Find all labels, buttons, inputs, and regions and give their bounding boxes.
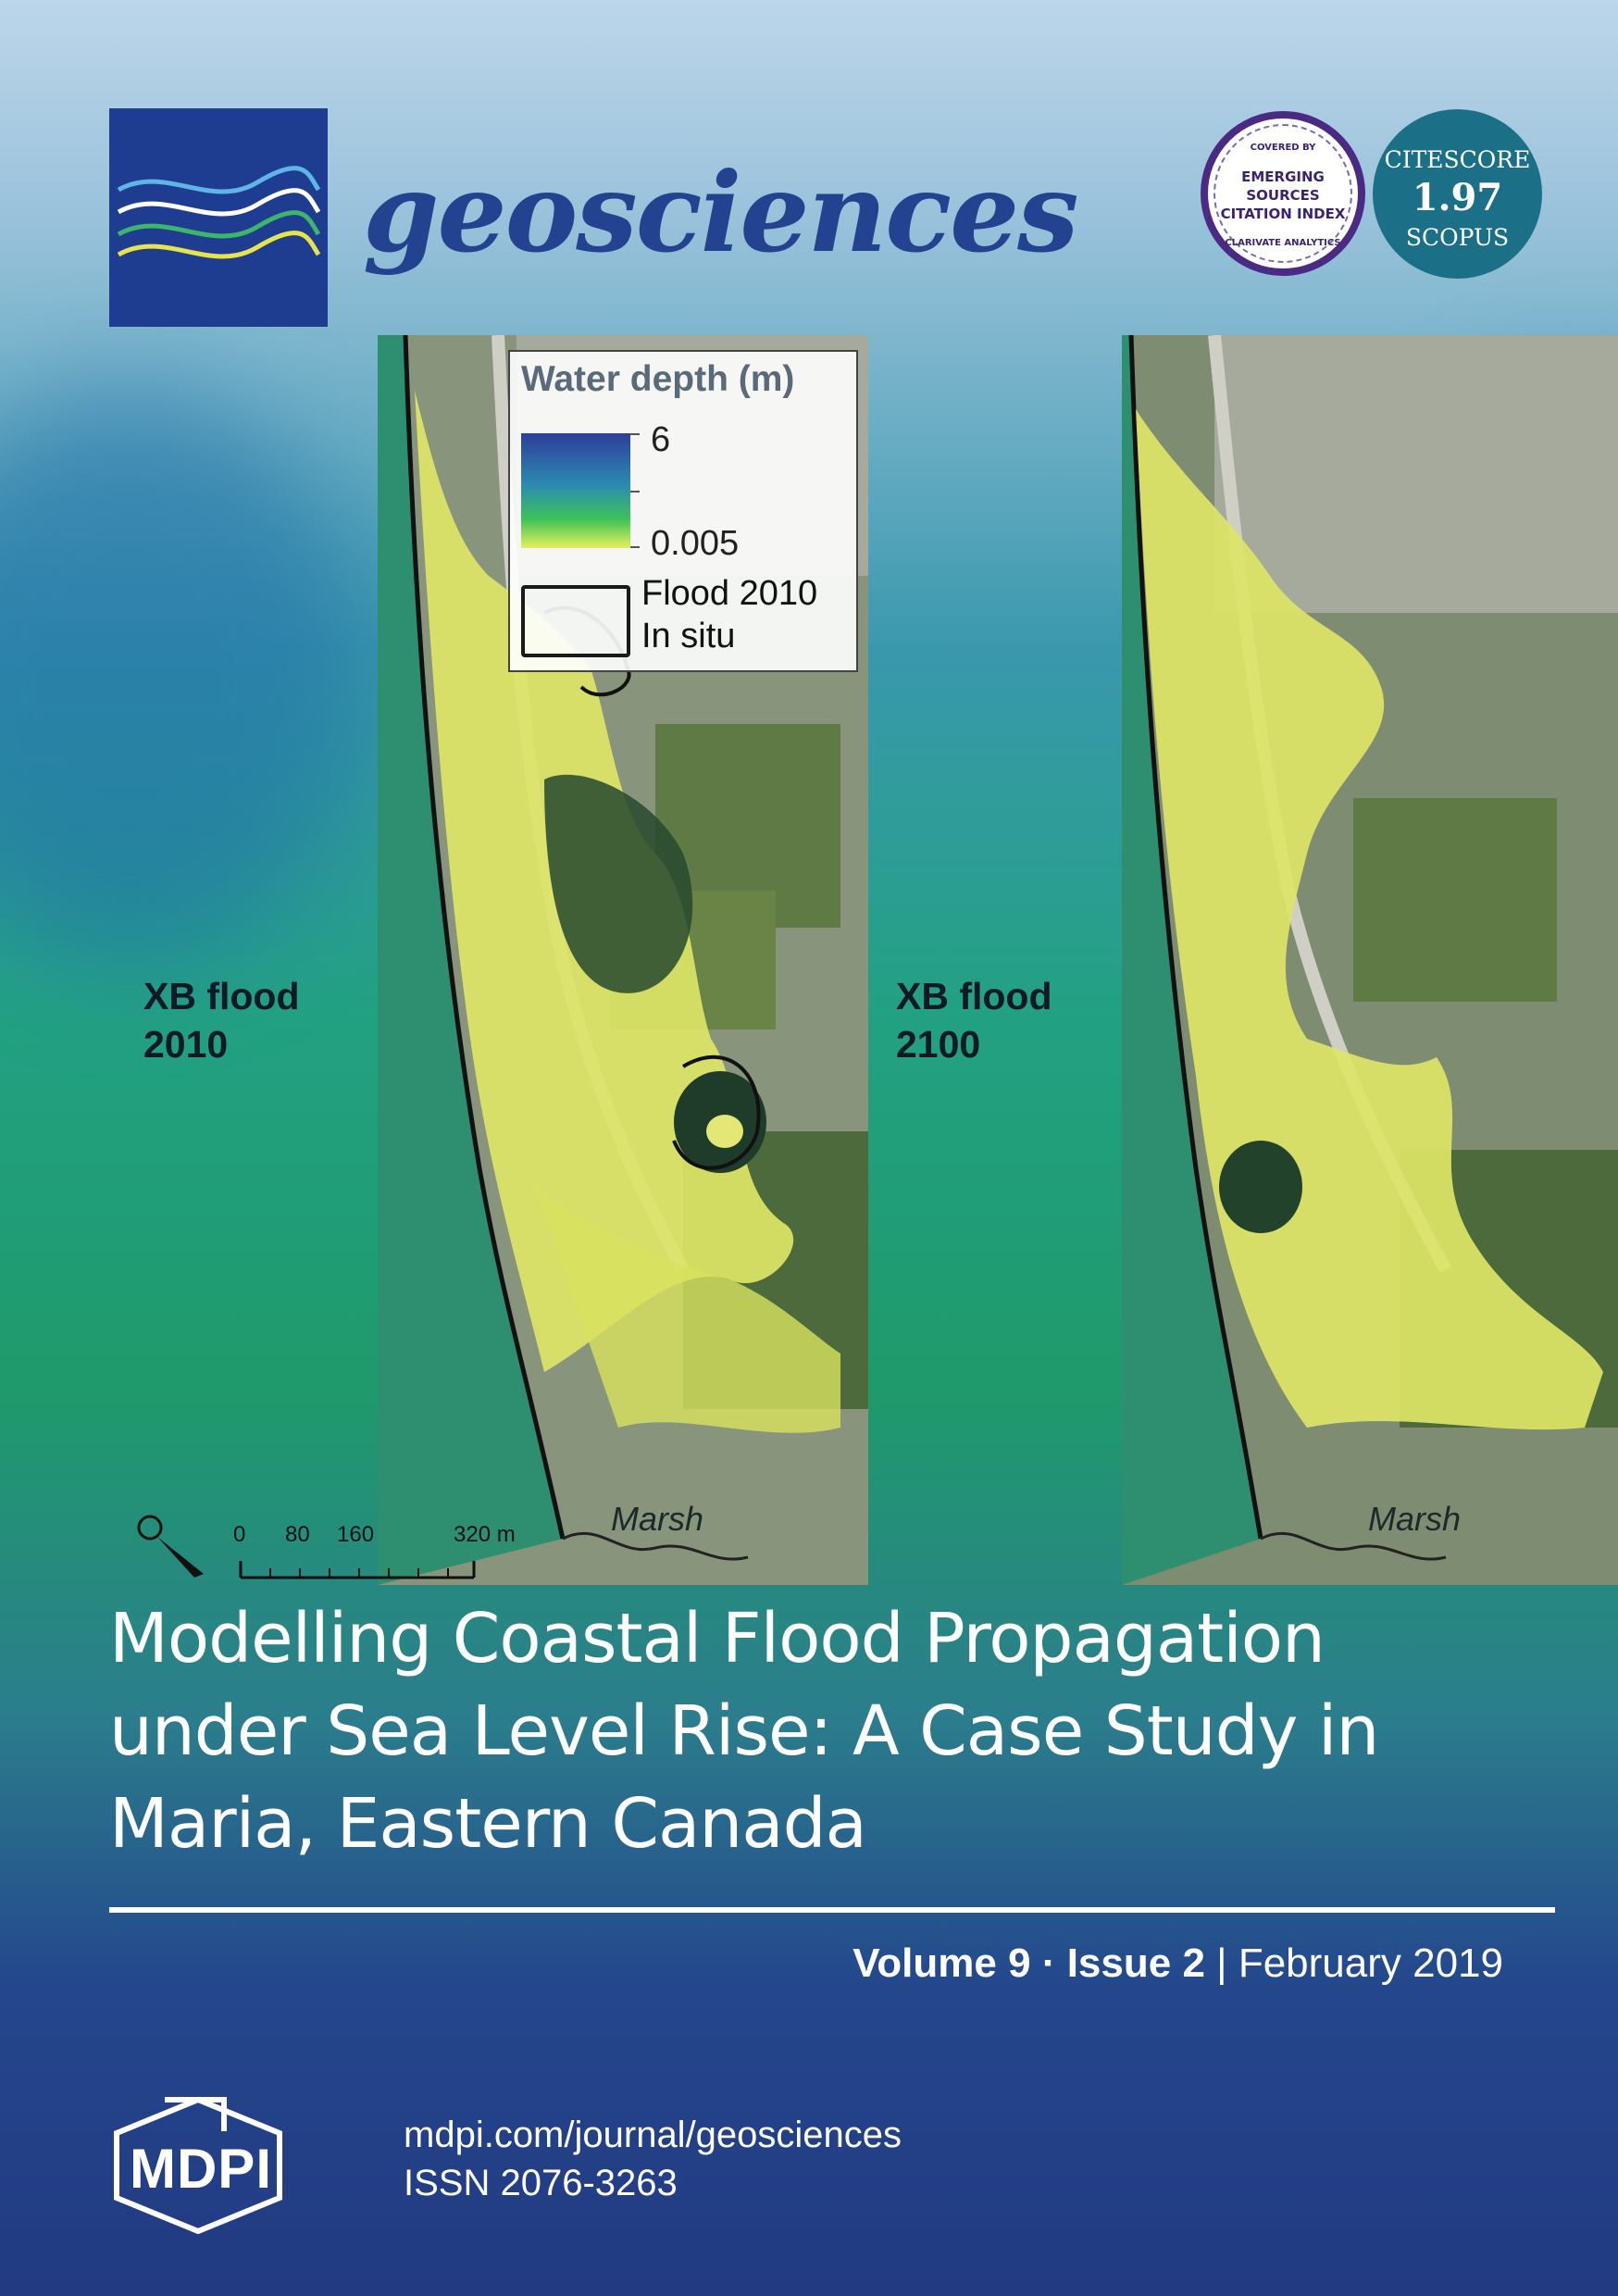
citescore-source: SCOPUS [1405, 224, 1510, 251]
citescore-label: CITESCORE [1384, 146, 1531, 173]
legend-flood-label: Flood 2010 [641, 574, 818, 613]
article-title-line: Maria, Eastern Canada [109, 1784, 867, 1864]
legend-tick [630, 433, 640, 435]
legend-insitu-label: In situ [641, 617, 736, 655]
issue-separator: · [1041, 1940, 1056, 1986]
aerial-map-2100 [1122, 335, 1618, 1585]
scale-ruler [239, 1561, 476, 1579]
legend-tick [630, 491, 640, 493]
esci-line: CITATION INDEX [1220, 206, 1346, 222]
panel-label-2010: XB flood 2010 [143, 972, 300, 1068]
volume-number: Volume 9 [853, 1940, 1031, 1986]
legend-title: Water depth (m) [521, 359, 795, 399]
panel-label-line: XB flood [143, 975, 300, 1017]
article-title-line: under Sea Level Rise: A Case Study in [109, 1691, 1379, 1771]
marsh-label-left: Marsh [611, 1500, 704, 1538]
scale-bar: 0 80 160 320 m [130, 1509, 537, 1592]
legend-tick [630, 546, 640, 548]
journal-url[interactable]: mdpi.com/journal/geosciences [404, 2115, 902, 2155]
panel-label-2100: XB flood 2100 [896, 972, 1052, 1068]
mdpi-logo-icon [114, 2096, 282, 2235]
background-glow [0, 389, 370, 963]
water-depth-gradient [521, 433, 630, 548]
marsh-label-right: Marsh [1368, 1500, 1462, 1538]
badge-ring [1214, 124, 1352, 263]
journal-logo [109, 108, 328, 327]
esci-badge: COVERED BY EMERGING SOURCES CITATION IND… [1201, 111, 1365, 276]
flood-map-2100 [1122, 335, 1618, 1585]
scale-tick-label: 0 [233, 1522, 246, 1547]
issue-number: Issue 2 [1066, 1940, 1205, 1986]
scale-tick-label: 320 m [454, 1522, 516, 1547]
issue-info: Volume 9 · Issue 2 | February 2019 [853, 1940, 1503, 1987]
flood-outline-swatch [521, 585, 630, 657]
scale-tick-label: 80 [285, 1522, 310, 1547]
issue-date: February 2019 [1238, 1940, 1503, 1986]
divider-rule [109, 1907, 1555, 1913]
journal-issn: ISSN 2076-3263 [404, 2163, 678, 2203]
date-separator: | [1216, 1940, 1227, 1986]
north-arrow-icon [137, 1515, 204, 1578]
map-legend: Water depth (m) 6 0.005 Flood 2010 In si… [508, 350, 858, 672]
scale-tick-label: 160 [337, 1522, 375, 1547]
panel-label-year: 2010 [143, 1023, 229, 1066]
esci-covered-by: COVERED BY [1250, 143, 1316, 153]
publisher-name: MDPI [130, 2138, 272, 2200]
panel-label-year: 2100 [896, 1023, 981, 1066]
esci-clarivate: CLARIVATE ANALYTICS [1225, 238, 1341, 248]
citescore-value: 1.97 [1412, 176, 1503, 219]
esci-line: EMERGING [1241, 168, 1325, 185]
journal-title: geosciences [363, 148, 1079, 277]
article-title: Modelling Coastal Flood Propagation unde… [109, 1592, 1553, 1870]
legend-min-value: 0.005 [651, 524, 740, 563]
panel-label-line: XB flood [896, 975, 1052, 1017]
citescore-badge: CITESCORE 1.97 SCOPUS [1373, 109, 1542, 279]
esci-line: SOURCES [1246, 187, 1320, 204]
legend-max-value: 6 [651, 420, 671, 459]
article-title-line: Modelling Coastal Flood Propagation [109, 1599, 1326, 1678]
